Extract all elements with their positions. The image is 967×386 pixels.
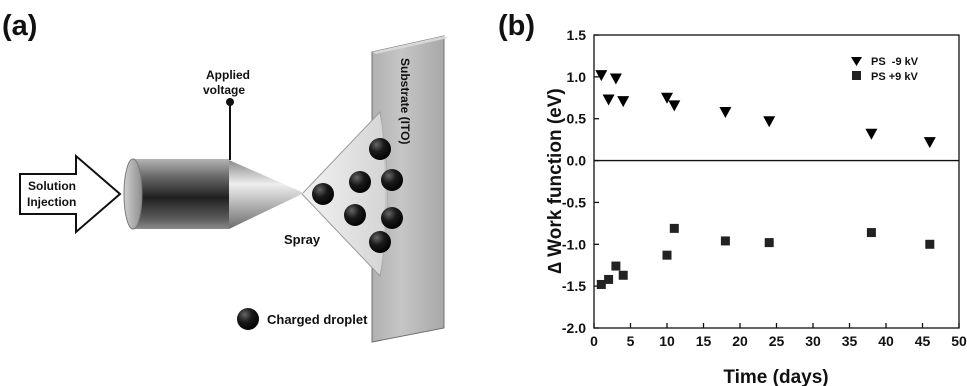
y-tick-label: -2.0	[562, 320, 586, 336]
data-point-series-1	[595, 70, 608, 82]
substrate-label: Substrate (ITO)	[398, 58, 412, 144]
spray-label: Spray	[284, 232, 321, 247]
y-tick-label: -0.5	[562, 194, 586, 210]
data-point-series-2	[720, 236, 730, 246]
x-tick-label: 10	[659, 333, 675, 349]
nozzle-tip	[229, 160, 304, 229]
droplet	[369, 138, 391, 160]
data-point-series-2	[764, 238, 774, 248]
x-tick-label: 30	[805, 333, 821, 349]
data-point-series-1	[719, 107, 732, 119]
nozzle-cylinder	[123, 158, 229, 230]
legend-marker-triangle	[851, 57, 862, 66]
panel-a-label: (a)	[2, 10, 37, 42]
data-point-series-1	[661, 92, 673, 104]
solution-injection-label-line1: Solution	[28, 179, 76, 193]
applied-voltage-label-line1: Applied	[206, 68, 250, 82]
data-point-series-1	[602, 94, 615, 106]
x-tick-label: 40	[878, 333, 894, 349]
x-tick-label: 50	[951, 333, 967, 349]
droplets	[312, 138, 403, 253]
injection-arrow	[19, 153, 122, 235]
panel-b-chart: (b) 1.5 1.0 0.5 0.0 -0.5 -1.0 -1.5 -2.0 0 5 10 15 2…	[498, 10, 967, 386]
data-point-series-1	[763, 116, 776, 128]
y-axis-ticks: 1.5 1.0 0.5 0.0 -0.5 -1.0 -1.5 -2.0	[562, 27, 599, 336]
applied-voltage-label-line2: voltage	[203, 83, 245, 97]
droplet-legend-icon	[237, 308, 259, 330]
legend-marker-square	[852, 71, 861, 80]
y-tick-label: 0.5	[567, 111, 587, 127]
x-tick-label: 35	[842, 333, 858, 349]
data-point-series-2	[662, 250, 672, 260]
data-point-series-1	[668, 100, 681, 112]
droplet	[381, 207, 403, 229]
x-tick-label: 0	[590, 333, 598, 349]
data-point-series-2	[618, 270, 628, 280]
legend-label-series-1: PS -9 kV	[871, 56, 919, 68]
data-point-series-2	[596, 279, 606, 289]
data-point-series-1	[865, 128, 878, 140]
droplet	[344, 204, 366, 226]
x-tick-label: 15	[696, 333, 712, 349]
y-tick-label: 1.5	[567, 27, 587, 43]
y-tick-label: -1.5	[562, 278, 586, 294]
x-tick-label: 20	[732, 333, 748, 349]
y-tick-label: -1.0	[562, 236, 586, 252]
droplet	[349, 171, 371, 193]
solution-injection-label-line2: Injection	[27, 195, 76, 209]
y-axis-title: ∆ Work function (eV)	[545, 88, 566, 273]
droplet	[312, 183, 334, 205]
data-points	[595, 70, 936, 289]
data-point-series-2	[611, 261, 621, 271]
x-tick-label: 25	[769, 333, 785, 349]
y-tick-label: 1.0	[567, 69, 587, 85]
x-tick-label: 5	[627, 333, 635, 349]
data-point-series-2	[669, 223, 679, 233]
voltage-wire	[226, 98, 234, 160]
data-point-series-1	[609, 73, 622, 85]
legend: PS -9 kV PS +9 kV	[851, 56, 919, 83]
x-axis-title: Time (days)	[723, 367, 828, 386]
panel-a-schematic: (a) Substrate (ITO)	[2, 10, 448, 343]
legend-label-series-2: PS +9 kV	[871, 71, 918, 83]
x-axis-ticks: 0 5 10 15 20 25 30 35 40 45 50	[590, 323, 967, 349]
droplet	[369, 231, 391, 253]
data-point-series-2	[866, 228, 876, 238]
data-point-series-2	[604, 274, 614, 284]
data-point-series-1	[923, 137, 936, 149]
droplet-legend-label: Charged droplet	[267, 312, 368, 327]
data-point-series-1	[617, 96, 630, 108]
x-tick-label: 45	[915, 333, 931, 349]
panel-b-label: (b)	[498, 10, 535, 42]
droplet	[381, 169, 403, 191]
y-tick-label: 0.0	[567, 153, 587, 169]
data-point-series-2	[925, 239, 935, 249]
